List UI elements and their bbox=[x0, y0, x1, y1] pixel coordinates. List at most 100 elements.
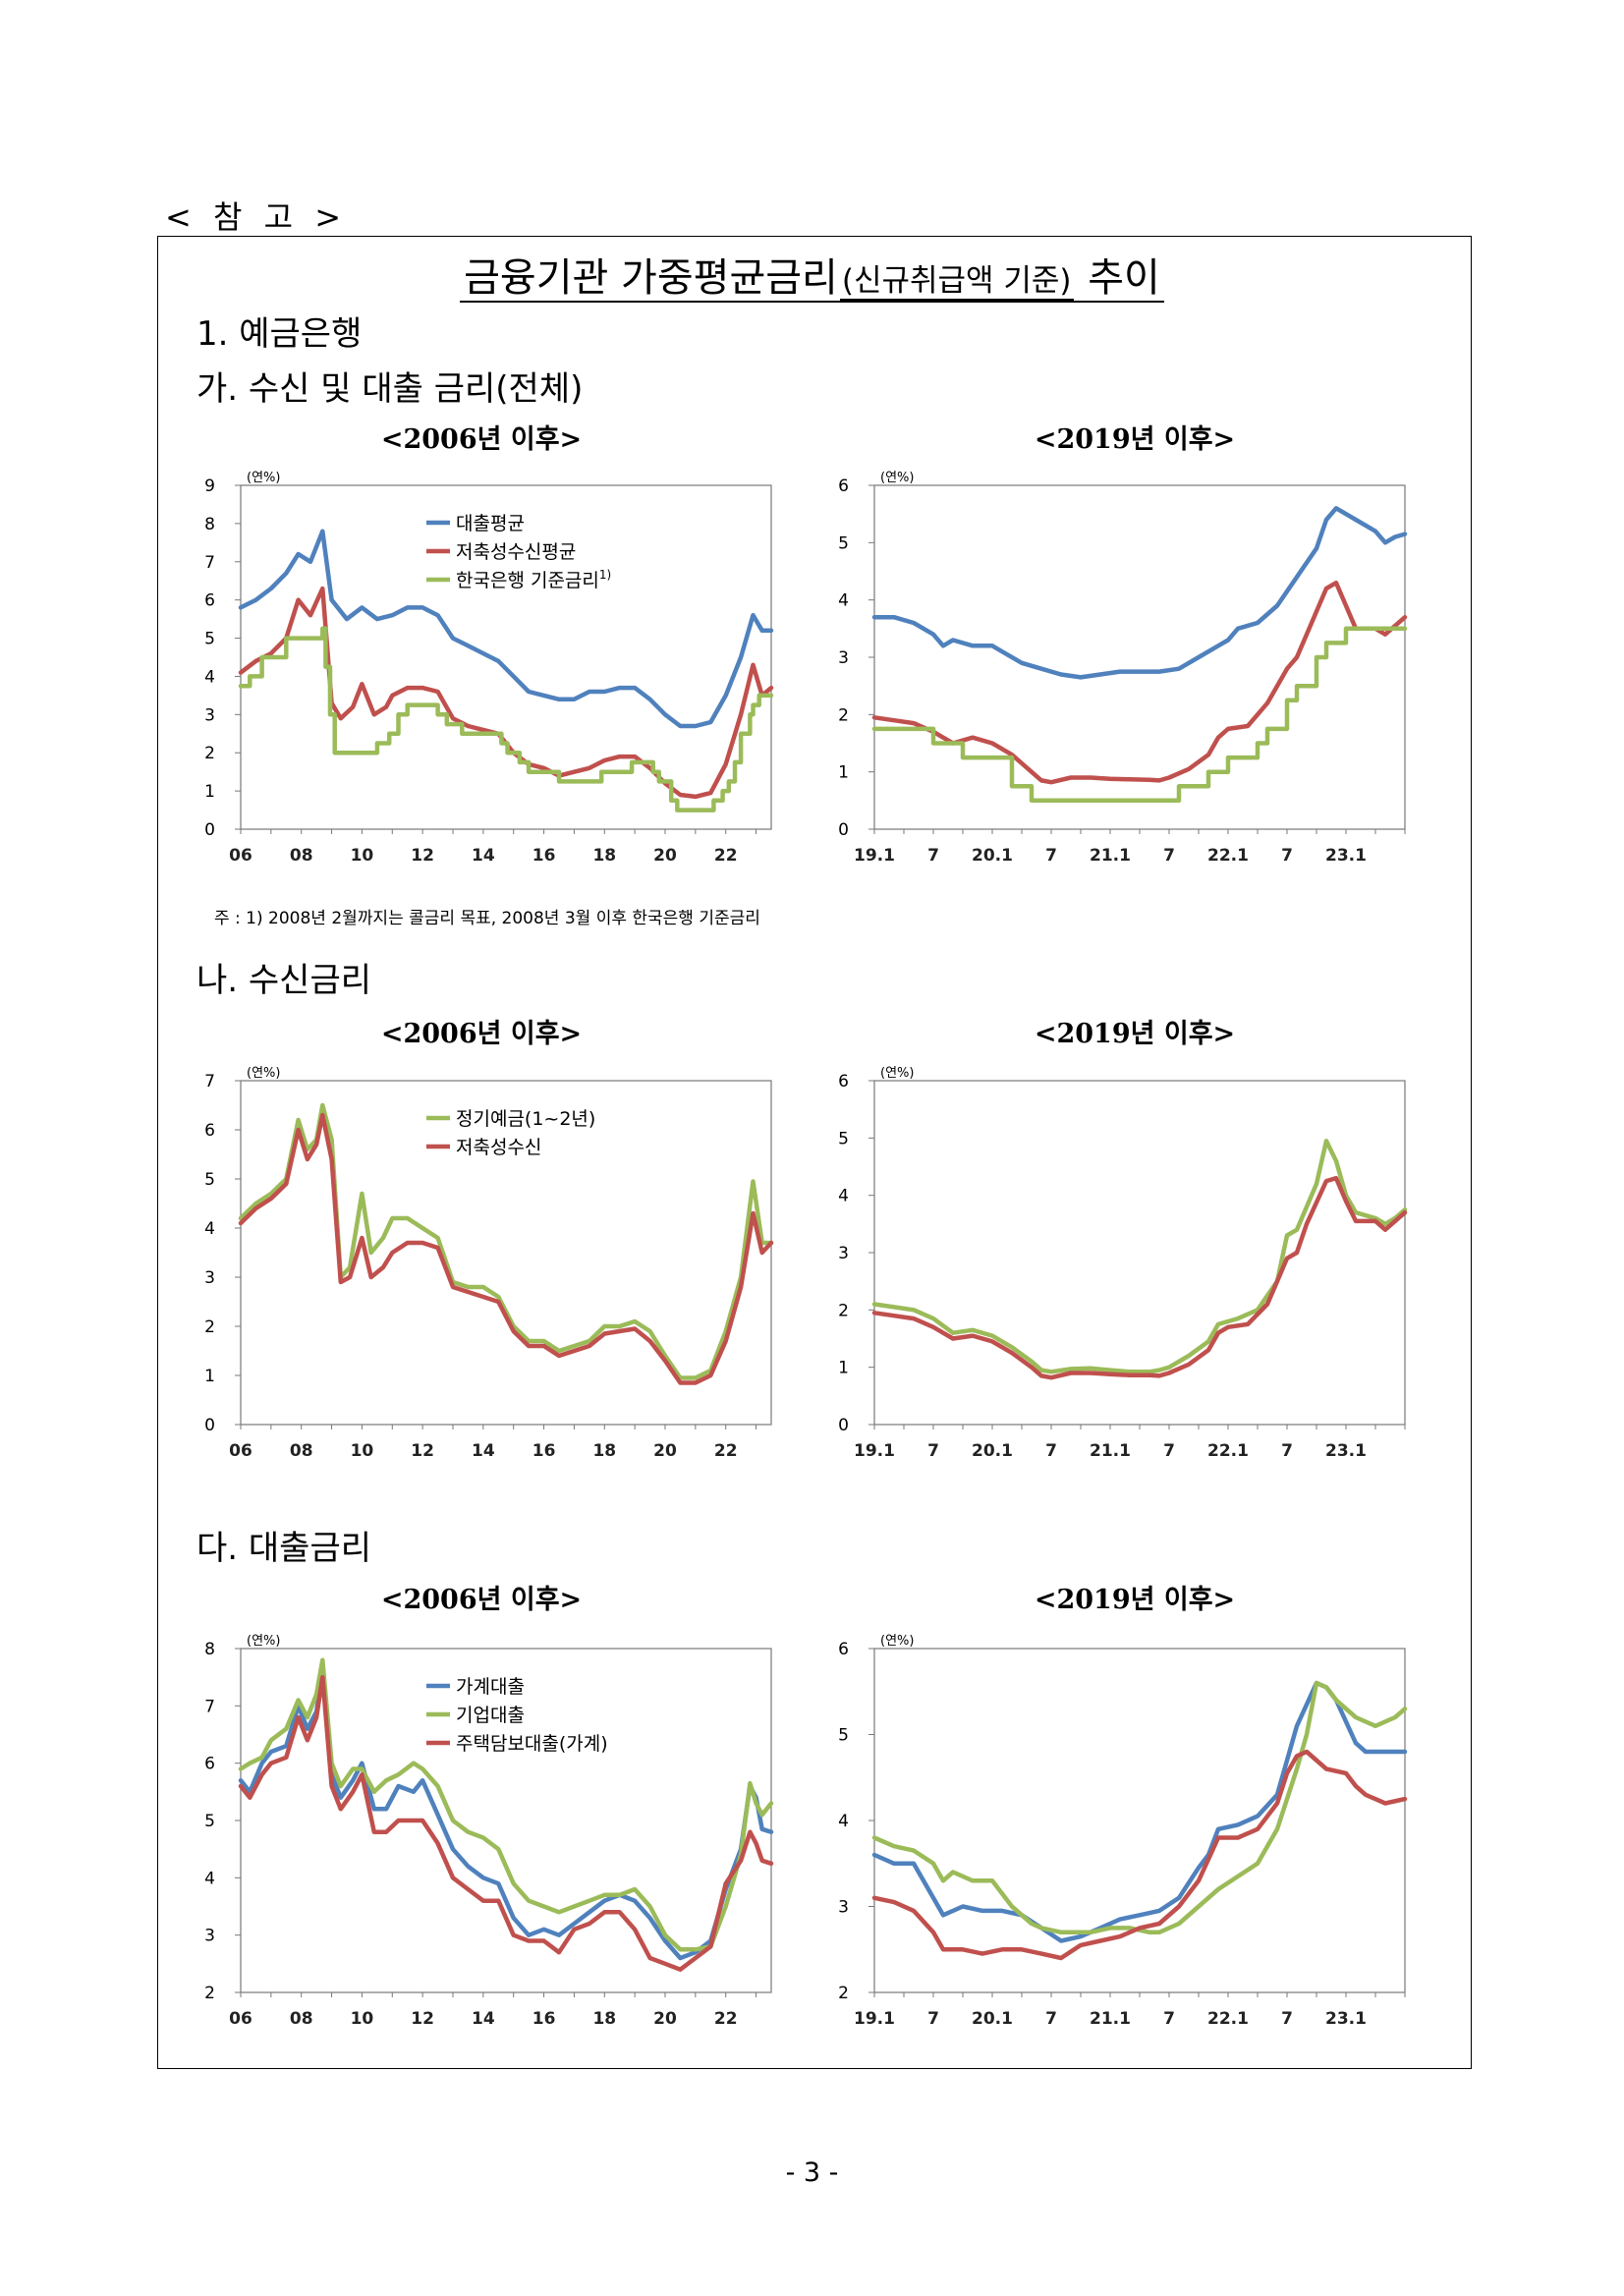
y-tick-label: 2 bbox=[838, 1984, 849, 2003]
x-tick-label: 23.1 bbox=[1325, 1441, 1367, 1461]
plot-area bbox=[873, 1648, 1406, 1993]
x-tick-label: 23.1 bbox=[1325, 2009, 1367, 2029]
x-tick-label: 14 bbox=[472, 846, 495, 866]
x-tick-label: 20.1 bbox=[972, 2009, 1013, 2029]
legend-label: 저축성수신 bbox=[456, 1137, 541, 1158]
footnote: 주 : 1) 2008년 2월까지는 콜금리 목표, 2008년 3월 이후 한… bbox=[214, 909, 760, 928]
x-tick-label: 19.1 bbox=[854, 2009, 895, 2029]
x-tick-label: 18 bbox=[592, 846, 616, 866]
unit-label: (연%) bbox=[880, 1066, 914, 1081]
section-deposit-rates: 나. 수신금리 bbox=[196, 961, 372, 1000]
y-tick-label: 7 bbox=[204, 1072, 215, 1092]
x-tick-label: 22 bbox=[714, 1441, 738, 1461]
x-tick-label: 20.1 bbox=[972, 846, 1013, 866]
x-tick-label: 22.1 bbox=[1207, 846, 1249, 866]
page-title: 금융기관 가중평균금리 (신규취급액 기준) 추이 bbox=[0, 246, 1624, 303]
x-tick-label: 7 bbox=[927, 1441, 939, 1461]
legend-superscript: 1) bbox=[599, 568, 611, 582]
title-main: 금융기관 가중평균금리 bbox=[462, 255, 840, 303]
series-line bbox=[871, 626, 1408, 804]
chart-title: <2006년 이후> bbox=[380, 1019, 583, 1049]
chart-title: <2006년 이후> bbox=[380, 424, 583, 455]
unit-label: (연%) bbox=[247, 1066, 280, 1081]
x-tick-label: 7 bbox=[1045, 2009, 1057, 2029]
y-tick-label: 1 bbox=[838, 763, 849, 783]
x-tick-label: 7 bbox=[927, 2009, 939, 2029]
x-tick-label: 18 bbox=[592, 2009, 616, 2029]
x-tick-label: 7 bbox=[1281, 1441, 1293, 1461]
y-tick-label: 4 bbox=[838, 591, 849, 611]
y-tick-label: 6 bbox=[204, 1755, 215, 1774]
page-number: - 3 - bbox=[785, 2157, 839, 2188]
plot-area bbox=[240, 1648, 772, 1993]
legend-label: 주택담보대출(가계) bbox=[456, 1733, 608, 1755]
series-line bbox=[871, 1175, 1408, 1380]
y-tick-label: 6 bbox=[838, 1072, 849, 1092]
y-tick-label: 8 bbox=[204, 515, 215, 534]
y-tick-label: 4 bbox=[838, 1187, 849, 1206]
x-tick-label: 22 bbox=[714, 2009, 738, 2029]
y-tick-label: 4 bbox=[204, 1219, 215, 1239]
unit-label: (연%) bbox=[247, 1634, 280, 1649]
legend-label: 한국은행 기준금리1) bbox=[456, 568, 611, 591]
series-line bbox=[238, 529, 774, 729]
x-tick-label: 7 bbox=[1281, 2009, 1293, 2029]
series-line bbox=[871, 506, 1408, 680]
y-tick-label: 6 bbox=[838, 476, 849, 496]
x-tick-label: 7 bbox=[1045, 1441, 1057, 1461]
legend-label: 가계대출 bbox=[456, 1676, 525, 1698]
x-tick-label: 06 bbox=[229, 2009, 252, 2029]
x-tick-label: 12 bbox=[411, 2009, 434, 2029]
y-tick-label: 5 bbox=[838, 533, 849, 553]
y-tick-label: 7 bbox=[204, 1697, 215, 1716]
x-tick-label: 20 bbox=[653, 1441, 677, 1461]
chart-title: <2006년 이후> bbox=[380, 1585, 583, 1615]
series-line bbox=[238, 1657, 774, 1952]
y-tick-label: 8 bbox=[204, 1640, 215, 1659]
x-tick-label: 7 bbox=[1163, 2009, 1175, 2029]
unit-label: (연%) bbox=[880, 1634, 914, 1649]
series-line bbox=[238, 1112, 774, 1385]
y-tick-label: 2 bbox=[204, 1317, 215, 1337]
y-tick-label: 1 bbox=[204, 782, 215, 802]
x-tick-label: 20.1 bbox=[972, 1441, 1013, 1461]
y-tick-label: 3 bbox=[204, 1268, 215, 1288]
series-line bbox=[238, 626, 774, 812]
x-tick-label: 21.1 bbox=[1090, 846, 1131, 866]
reference-label: < 참 고 > bbox=[165, 198, 348, 236]
x-tick-label: 20 bbox=[653, 2009, 677, 2029]
x-tick-label: 10 bbox=[351, 846, 374, 866]
unit-label: (연%) bbox=[880, 471, 914, 485]
y-tick-label: 2 bbox=[204, 744, 215, 763]
y-tick-label: 0 bbox=[204, 820, 215, 840]
x-tick-label: 7 bbox=[1163, 846, 1175, 866]
y-tick-label: 1 bbox=[838, 1359, 849, 1378]
x-tick-label: 7 bbox=[1045, 846, 1057, 866]
x-tick-label: 06 bbox=[229, 846, 252, 866]
y-tick-label: 5 bbox=[204, 1170, 215, 1190]
x-tick-label: 19.1 bbox=[854, 1441, 895, 1461]
title-suffix: 추이 bbox=[1073, 255, 1162, 303]
series-line bbox=[238, 1674, 774, 1972]
y-tick-label: 3 bbox=[838, 1244, 849, 1263]
chart-c2: (연%) 0 1 2 3 4 5 6 19.1 7 20.1 7 21.1 7 22.1 7 23.1 bbox=[838, 471, 1408, 866]
y-tick-label: 6 bbox=[204, 1121, 215, 1141]
x-tick-label: 08 bbox=[290, 2009, 313, 2029]
y-tick-label: 2 bbox=[204, 1984, 215, 2003]
x-tick-label: 08 bbox=[290, 846, 313, 866]
x-tick-label: 06 bbox=[229, 1441, 252, 1461]
x-tick-label: 21.1 bbox=[1090, 2009, 1131, 2029]
chart-title: <2019년 이후> bbox=[1034, 1585, 1236, 1615]
x-tick-label: 22.1 bbox=[1207, 2009, 1249, 2029]
section-loan-rates: 다. 대출금리 bbox=[196, 1529, 372, 1568]
y-tick-label: 4 bbox=[838, 1812, 849, 1831]
x-tick-label: 12 bbox=[411, 846, 434, 866]
legend-label: 기업대출 bbox=[456, 1705, 525, 1726]
title-qualifier: (신규취급액 기준) bbox=[839, 263, 1074, 301]
y-tick-label: 9 bbox=[204, 476, 215, 496]
x-tick-label: 16 bbox=[532, 1441, 556, 1461]
y-tick-label: 3 bbox=[838, 648, 849, 668]
x-tick-label: 7 bbox=[1163, 1441, 1175, 1461]
